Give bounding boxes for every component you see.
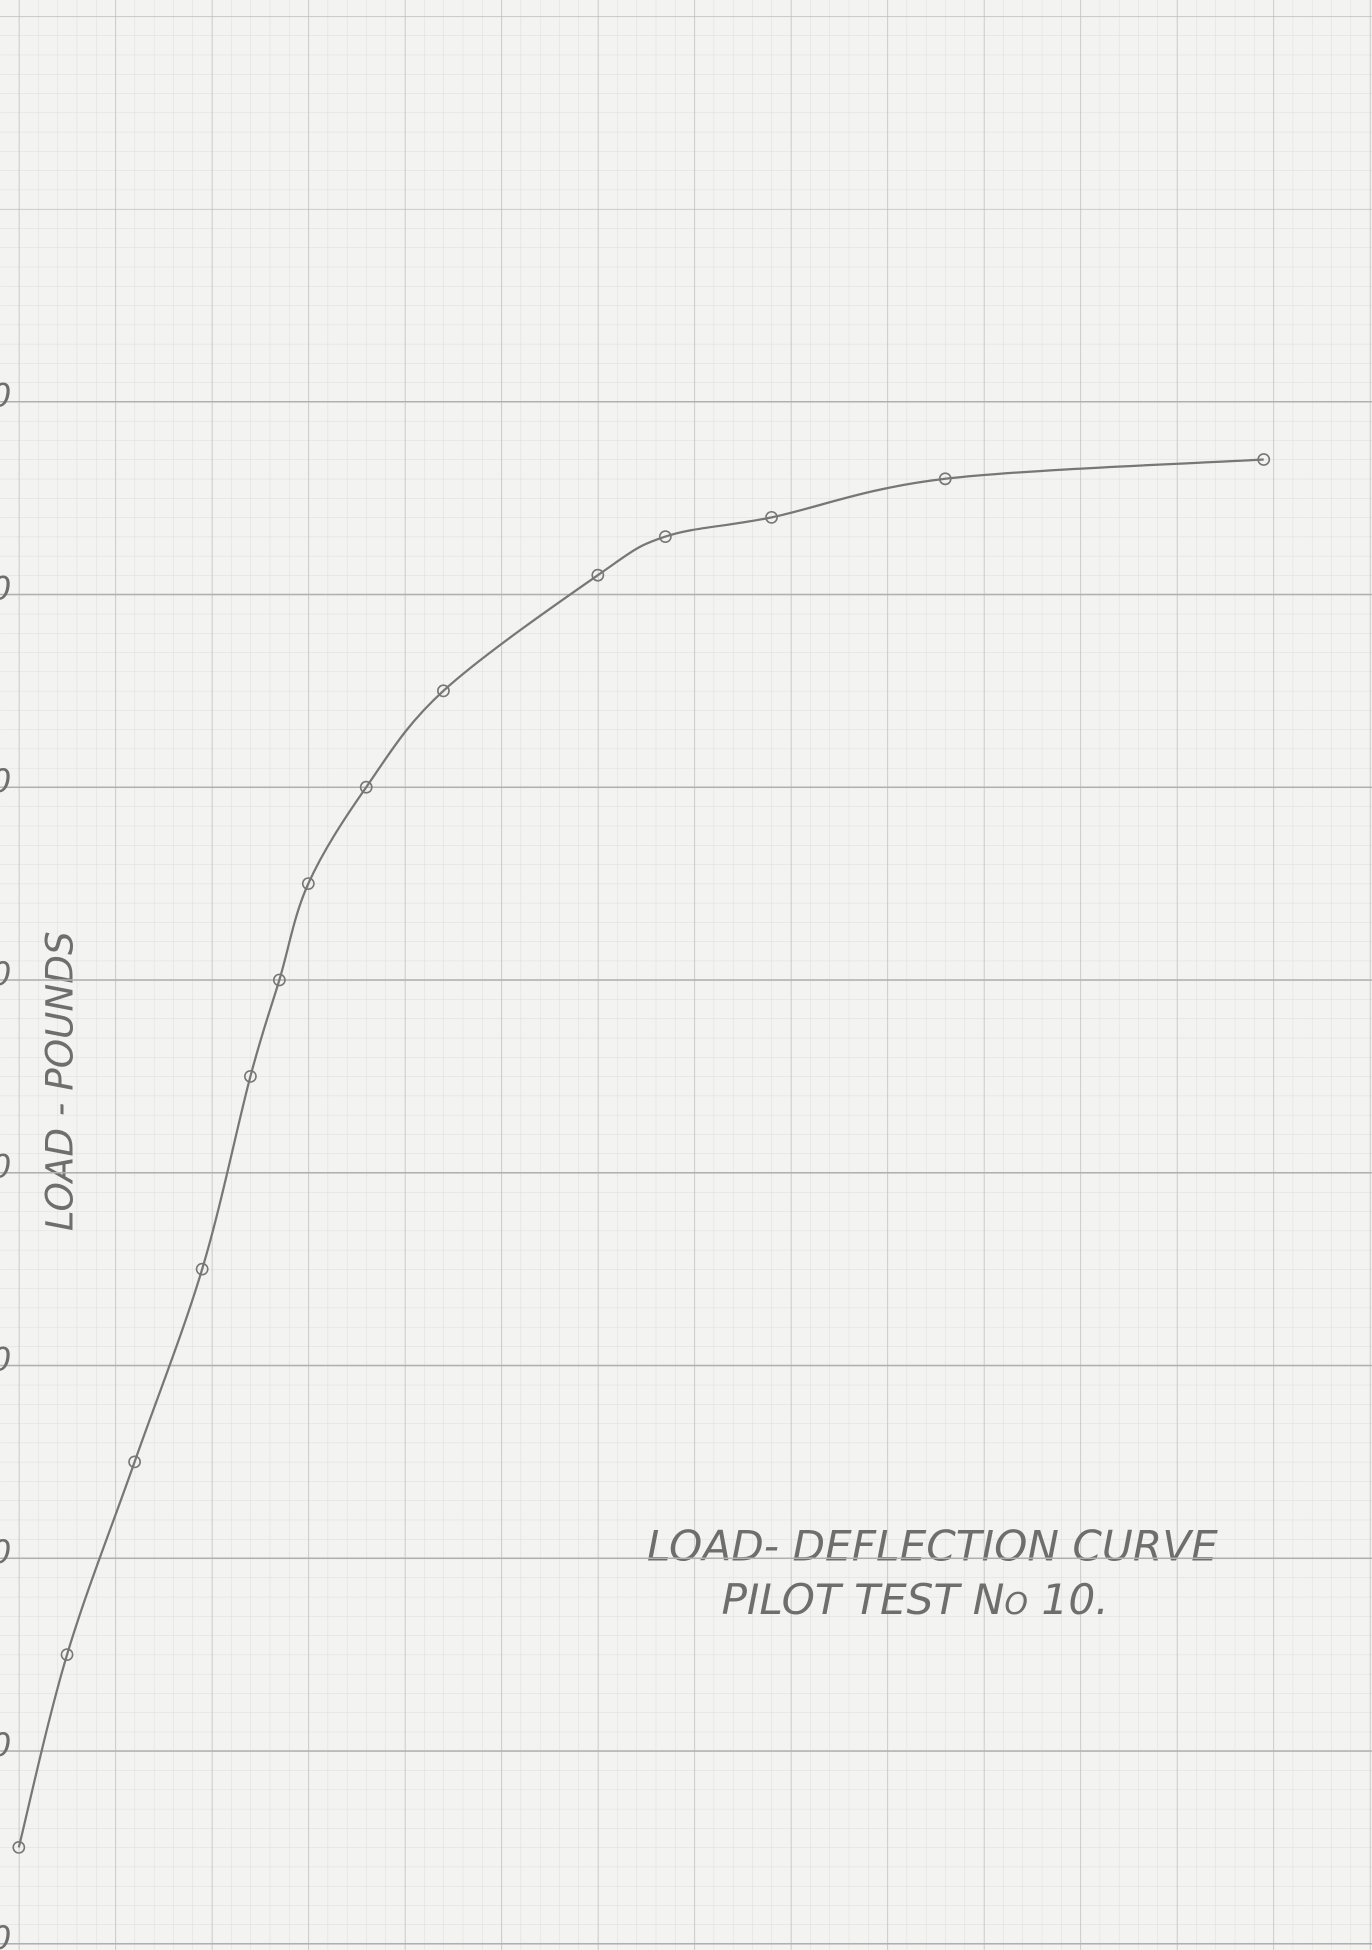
y-tick-label: 0 xyxy=(0,569,11,607)
y-tick-label: 0 xyxy=(0,1148,11,1186)
y-tick-label: 0 xyxy=(0,1533,11,1571)
y-tick-label: 0 xyxy=(0,377,11,415)
chart: LOAD - POUNDS LOAD- DEFLECTION CURVE PIL… xyxy=(0,0,1372,1950)
chart-subtitle: PILOT TEST No 10. xyxy=(721,1575,1108,1624)
graph-paper-major xyxy=(0,0,1372,1950)
y-tick-label: 0 xyxy=(0,1919,11,1950)
y-axis-label: LOAD - POUNDS xyxy=(37,931,81,1231)
y-tick-label: 0 xyxy=(0,955,11,993)
y-tick-label: 0 xyxy=(0,1726,11,1764)
chart-title: LOAD- DEFLECTION CURVE xyxy=(647,1522,1218,1571)
y-tick-label: 0 xyxy=(0,1340,11,1378)
page: {"chart_data": {"type": "scatter", "y_la… xyxy=(0,0,1372,1950)
y-tick-label: 0 xyxy=(0,762,11,800)
